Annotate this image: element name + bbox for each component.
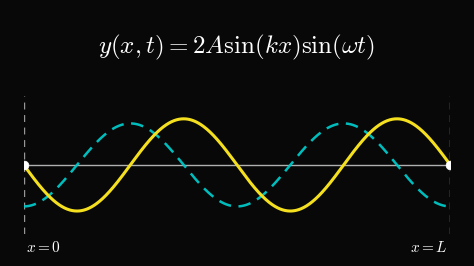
Text: $y(x,t) = 2A\sin(kx)\sin(\omega t)$: $y(x,t) = 2A\sin(kx)\sin(\omega t)$	[99, 33, 375, 63]
Text: $x = 0$: $x = 0$	[26, 240, 61, 255]
Point	[20, 163, 27, 167]
Point	[447, 163, 454, 167]
Text: $x = L$: $x = L$	[410, 240, 448, 255]
